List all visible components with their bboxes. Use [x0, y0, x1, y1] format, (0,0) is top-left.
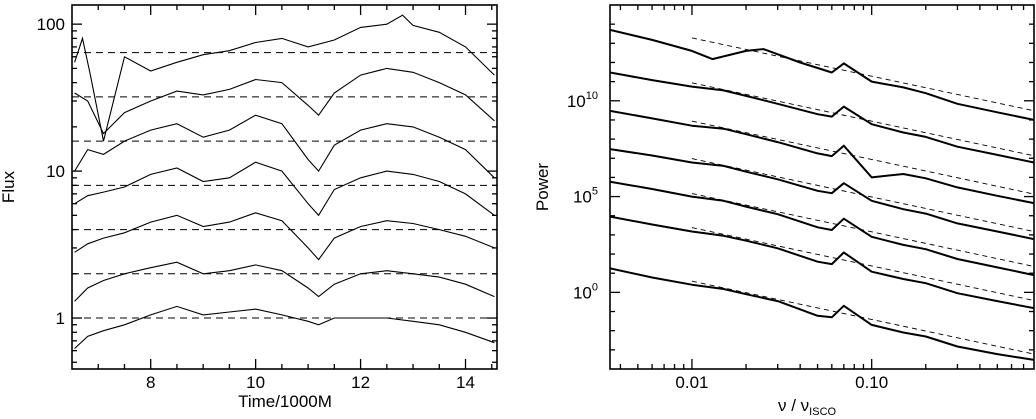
power-x-tick-label: 0.10 — [855, 373, 888, 392]
power-law-reference-line — [691, 120, 1034, 195]
flux-plot-area — [72, 14, 497, 349]
power-y-axis-label: Power — [533, 163, 552, 212]
flux-plot-frame — [71, 4, 498, 370]
power-law-reference-line — [691, 193, 1034, 267]
flux-y-tick-label: 10 — [46, 162, 65, 181]
power-law-reference-line — [691, 158, 1034, 232]
power-spectrum-1 — [610, 267, 1034, 361]
power-spectrum-4 — [610, 148, 1034, 241]
flux-light-curve-7 — [74, 14, 495, 142]
flux-x-tick-label: 12 — [351, 373, 370, 392]
power-spectrum-7 — [610, 28, 1034, 121]
power-plot-frame — [609, 4, 1035, 370]
flux-light-curve-2 — [74, 261, 495, 302]
power-spectrum-5 — [610, 109, 1034, 205]
power-law-reference-line — [691, 227, 1034, 301]
flux-x-tick-label: 8 — [146, 373, 155, 392]
power-panel: 0.01 0.10 100 105 1010 ν / νISCO Power — [533, 4, 1035, 418]
power-x-axis-label: ν / νISCO — [778, 396, 837, 418]
flux-y-axis-label: Flux — [0, 170, 18, 203]
power-plot-area — [610, 28, 1034, 361]
power-law-reference-line — [691, 37, 1034, 112]
flux-light-curve-4 — [74, 161, 495, 217]
power-axis-ticks: 0.01 0.10 100 105 1010 — [567, 5, 1034, 392]
power-x-axis-label-main: ν / ν — [778, 396, 809, 415]
power-y-tick-label: 1010 — [567, 90, 598, 111]
power-y-tick-label: 105 — [573, 186, 598, 207]
flux-axis-ticks: 8 10 12 14 1 10 100 — [37, 5, 497, 392]
flux-x-axis-label: Time/1000M — [238, 392, 332, 411]
flux-light-curve-3 — [74, 212, 495, 261]
power-y-tick-label: 100 — [573, 281, 598, 302]
power-law-reference-line — [691, 280, 1034, 355]
power-x-axis-label-subscript: ISCO — [809, 406, 836, 418]
power-spectrum-2 — [610, 215, 1034, 310]
flux-panel: 8 10 12 14 1 10 100 Time/1000M Flux — [0, 4, 498, 411]
flux-y-tick-label: 100 — [37, 15, 65, 34]
power-spectrum-6 — [610, 71, 1034, 164]
flux-light-curve-5 — [74, 114, 495, 179]
flux-light-curve-1 — [74, 305, 495, 349]
power-curves — [610, 28, 1034, 361]
flux-light-curve-6 — [74, 67, 495, 135]
flux-x-tick-label: 14 — [456, 373, 475, 392]
power-law-reference-line — [691, 82, 1034, 157]
flux-x-tick-label: 10 — [246, 373, 265, 392]
power-spectrum-3 — [610, 180, 1034, 277]
flux-y-tick-label: 1 — [56, 309, 65, 328]
power-x-tick-label: 0.01 — [675, 373, 708, 392]
